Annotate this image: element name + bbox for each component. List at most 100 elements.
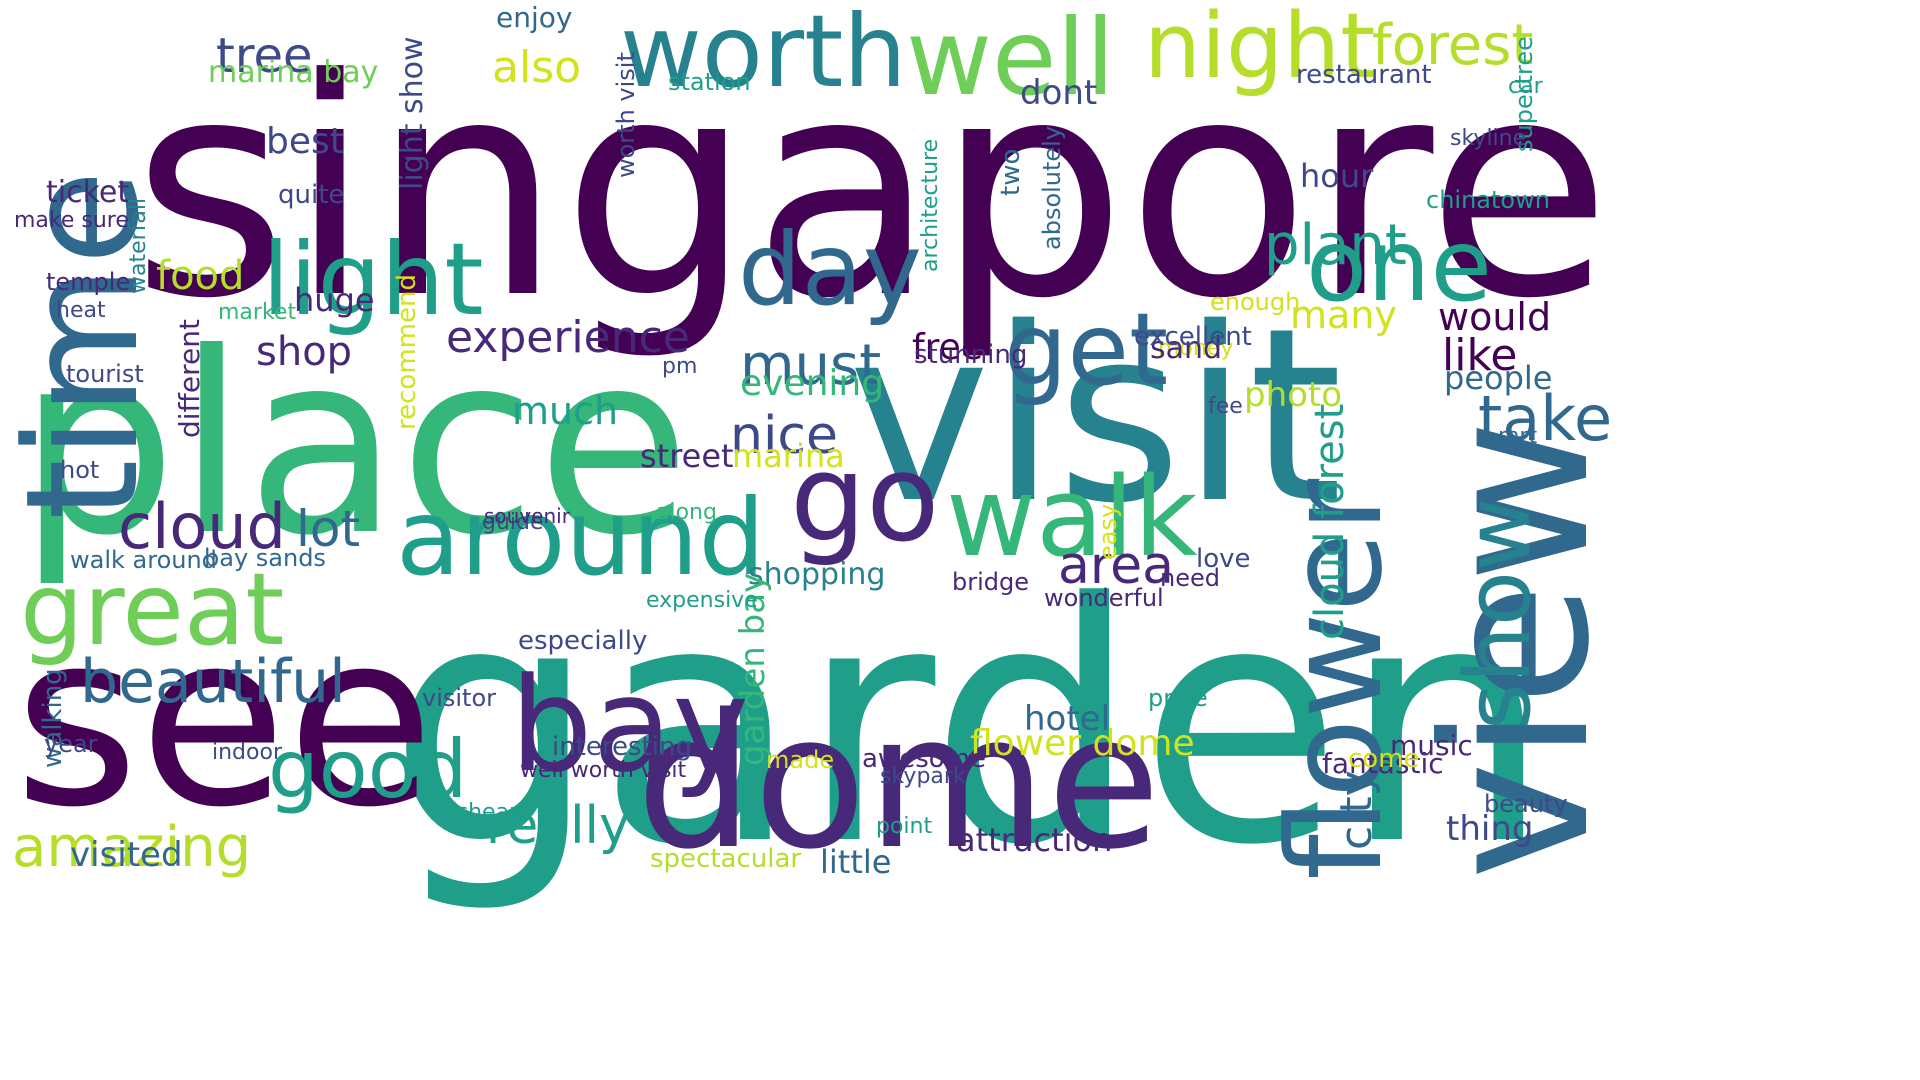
word-many: many [1290, 293, 1397, 337]
word-excellent: excellent [1134, 322, 1252, 352]
word-music: music [1390, 729, 1473, 762]
word-day: day [738, 211, 922, 328]
word-quite: quite [278, 180, 345, 210]
word-hot: hot [60, 456, 100, 484]
word-cloud-forest: cloud forest [1307, 403, 1353, 640]
word-photo: photo [1244, 375, 1343, 415]
word-money: money [1158, 336, 1234, 361]
word-best: best [266, 121, 344, 162]
word-bay: bay [510, 649, 750, 801]
word-tourist: tourist [66, 360, 144, 388]
word-year: year [44, 730, 98, 758]
word-thing: thing [1446, 809, 1534, 849]
word-really: really [486, 796, 630, 856]
word-interesting: interesting [552, 732, 692, 762]
word-souvenir: souvenir [484, 504, 570, 528]
word-fee: fee [1208, 394, 1243, 419]
word-bay-sands: bay sands [204, 544, 326, 572]
word-come: come [1348, 744, 1420, 774]
word-car: car [1508, 74, 1543, 99]
word-ticket: ticket [46, 175, 130, 210]
word-light-show: light show [395, 36, 430, 190]
word-go: go [790, 430, 940, 569]
word-plant: plant [1264, 213, 1407, 278]
word-must: must [740, 333, 882, 398]
word-market: market [218, 300, 297, 325]
word-people: people [1444, 359, 1553, 397]
word-walk-around: walk around [70, 546, 217, 574]
word-flower-dome: flower dome [970, 723, 1195, 764]
word-stunning: stunning [914, 340, 1028, 370]
word-night: night [1144, 0, 1376, 99]
word-indoor: indoor [212, 740, 282, 765]
word-show: show [1446, 497, 1551, 730]
word-mrt: mrt [1498, 424, 1538, 449]
word-walk: walk [946, 453, 1198, 581]
word-skyline: skyline [1450, 126, 1527, 151]
word-attraction: attraction [956, 821, 1113, 859]
word-around: around [396, 477, 766, 599]
word-area: area [1058, 536, 1174, 596]
word-like: like [1442, 330, 1518, 381]
word-recommend: recommend [392, 274, 422, 430]
word-get: get [1004, 291, 1169, 408]
word-tree: tree [216, 28, 313, 84]
word-heat: heat [56, 298, 106, 323]
word-sand: sand [1150, 331, 1223, 366]
word-much: much [512, 389, 619, 433]
word-amazing: amazing [12, 815, 252, 880]
word-forest: forest [1372, 13, 1534, 78]
word-station: station [668, 68, 751, 96]
word-evening: evening [740, 363, 885, 404]
word-take: take [1478, 382, 1613, 455]
word-beauty: beauty [1484, 790, 1568, 818]
word-also: also [492, 42, 582, 93]
word-hour: hour [1300, 157, 1374, 195]
word-place: place [18, 299, 691, 590]
word-made: made [766, 746, 835, 774]
word-along: along [656, 500, 717, 525]
word-garden: garden [388, 533, 1552, 917]
word-worth-visit: worth visit [612, 52, 640, 178]
word-lot: lot [296, 500, 361, 558]
word-restaurant: restaurant [1296, 60, 1432, 90]
word-skypark: skypark [880, 764, 966, 789]
word-need: need [1160, 564, 1220, 592]
word-different: different [173, 319, 206, 438]
word-free: free [912, 327, 983, 368]
word-cheap: cheap [456, 800, 524, 825]
word-guide: guide [482, 510, 544, 535]
word-little: little [820, 843, 892, 881]
word-visit: visit [848, 276, 1343, 556]
word-great: great [20, 551, 285, 668]
word-wonderful: wonderful [1044, 584, 1164, 612]
word-marina: marina [732, 437, 845, 475]
word-well-worth-visit: well worth visit [520, 758, 687, 783]
word-make-sure: make sure [14, 208, 129, 233]
word-would: would [1438, 295, 1552, 339]
word-enough: enough [1210, 288, 1301, 316]
word-shopping: shopping [748, 557, 886, 592]
word-huge: huge [294, 281, 375, 319]
word-dome: dome [636, 674, 1161, 890]
word-temple: temple [46, 268, 131, 296]
word-fantastic: fantastic [1322, 747, 1444, 780]
word-well: well [906, 0, 1115, 119]
word-dont: dont [1020, 73, 1098, 113]
word-hotel: hotel [1024, 699, 1111, 739]
word-waterfall: waterfall [126, 197, 151, 294]
word-expensive: expensive [646, 588, 758, 613]
word-good: good [268, 723, 468, 816]
word-love: love [1196, 544, 1251, 574]
word-city: city [1331, 770, 1382, 850]
word-see: see [14, 580, 435, 860]
word-visitor: visitor [422, 684, 497, 712]
word-pm: pm [662, 354, 698, 379]
word-worth: worth [620, 0, 907, 110]
word-marina-bay: marina bay [208, 55, 379, 90]
word-nice: nice [730, 406, 838, 466]
word-spectacular: spectacular [650, 844, 802, 874]
word-point: point [876, 814, 933, 839]
word-singapore: singapore [132, 15, 1612, 364]
